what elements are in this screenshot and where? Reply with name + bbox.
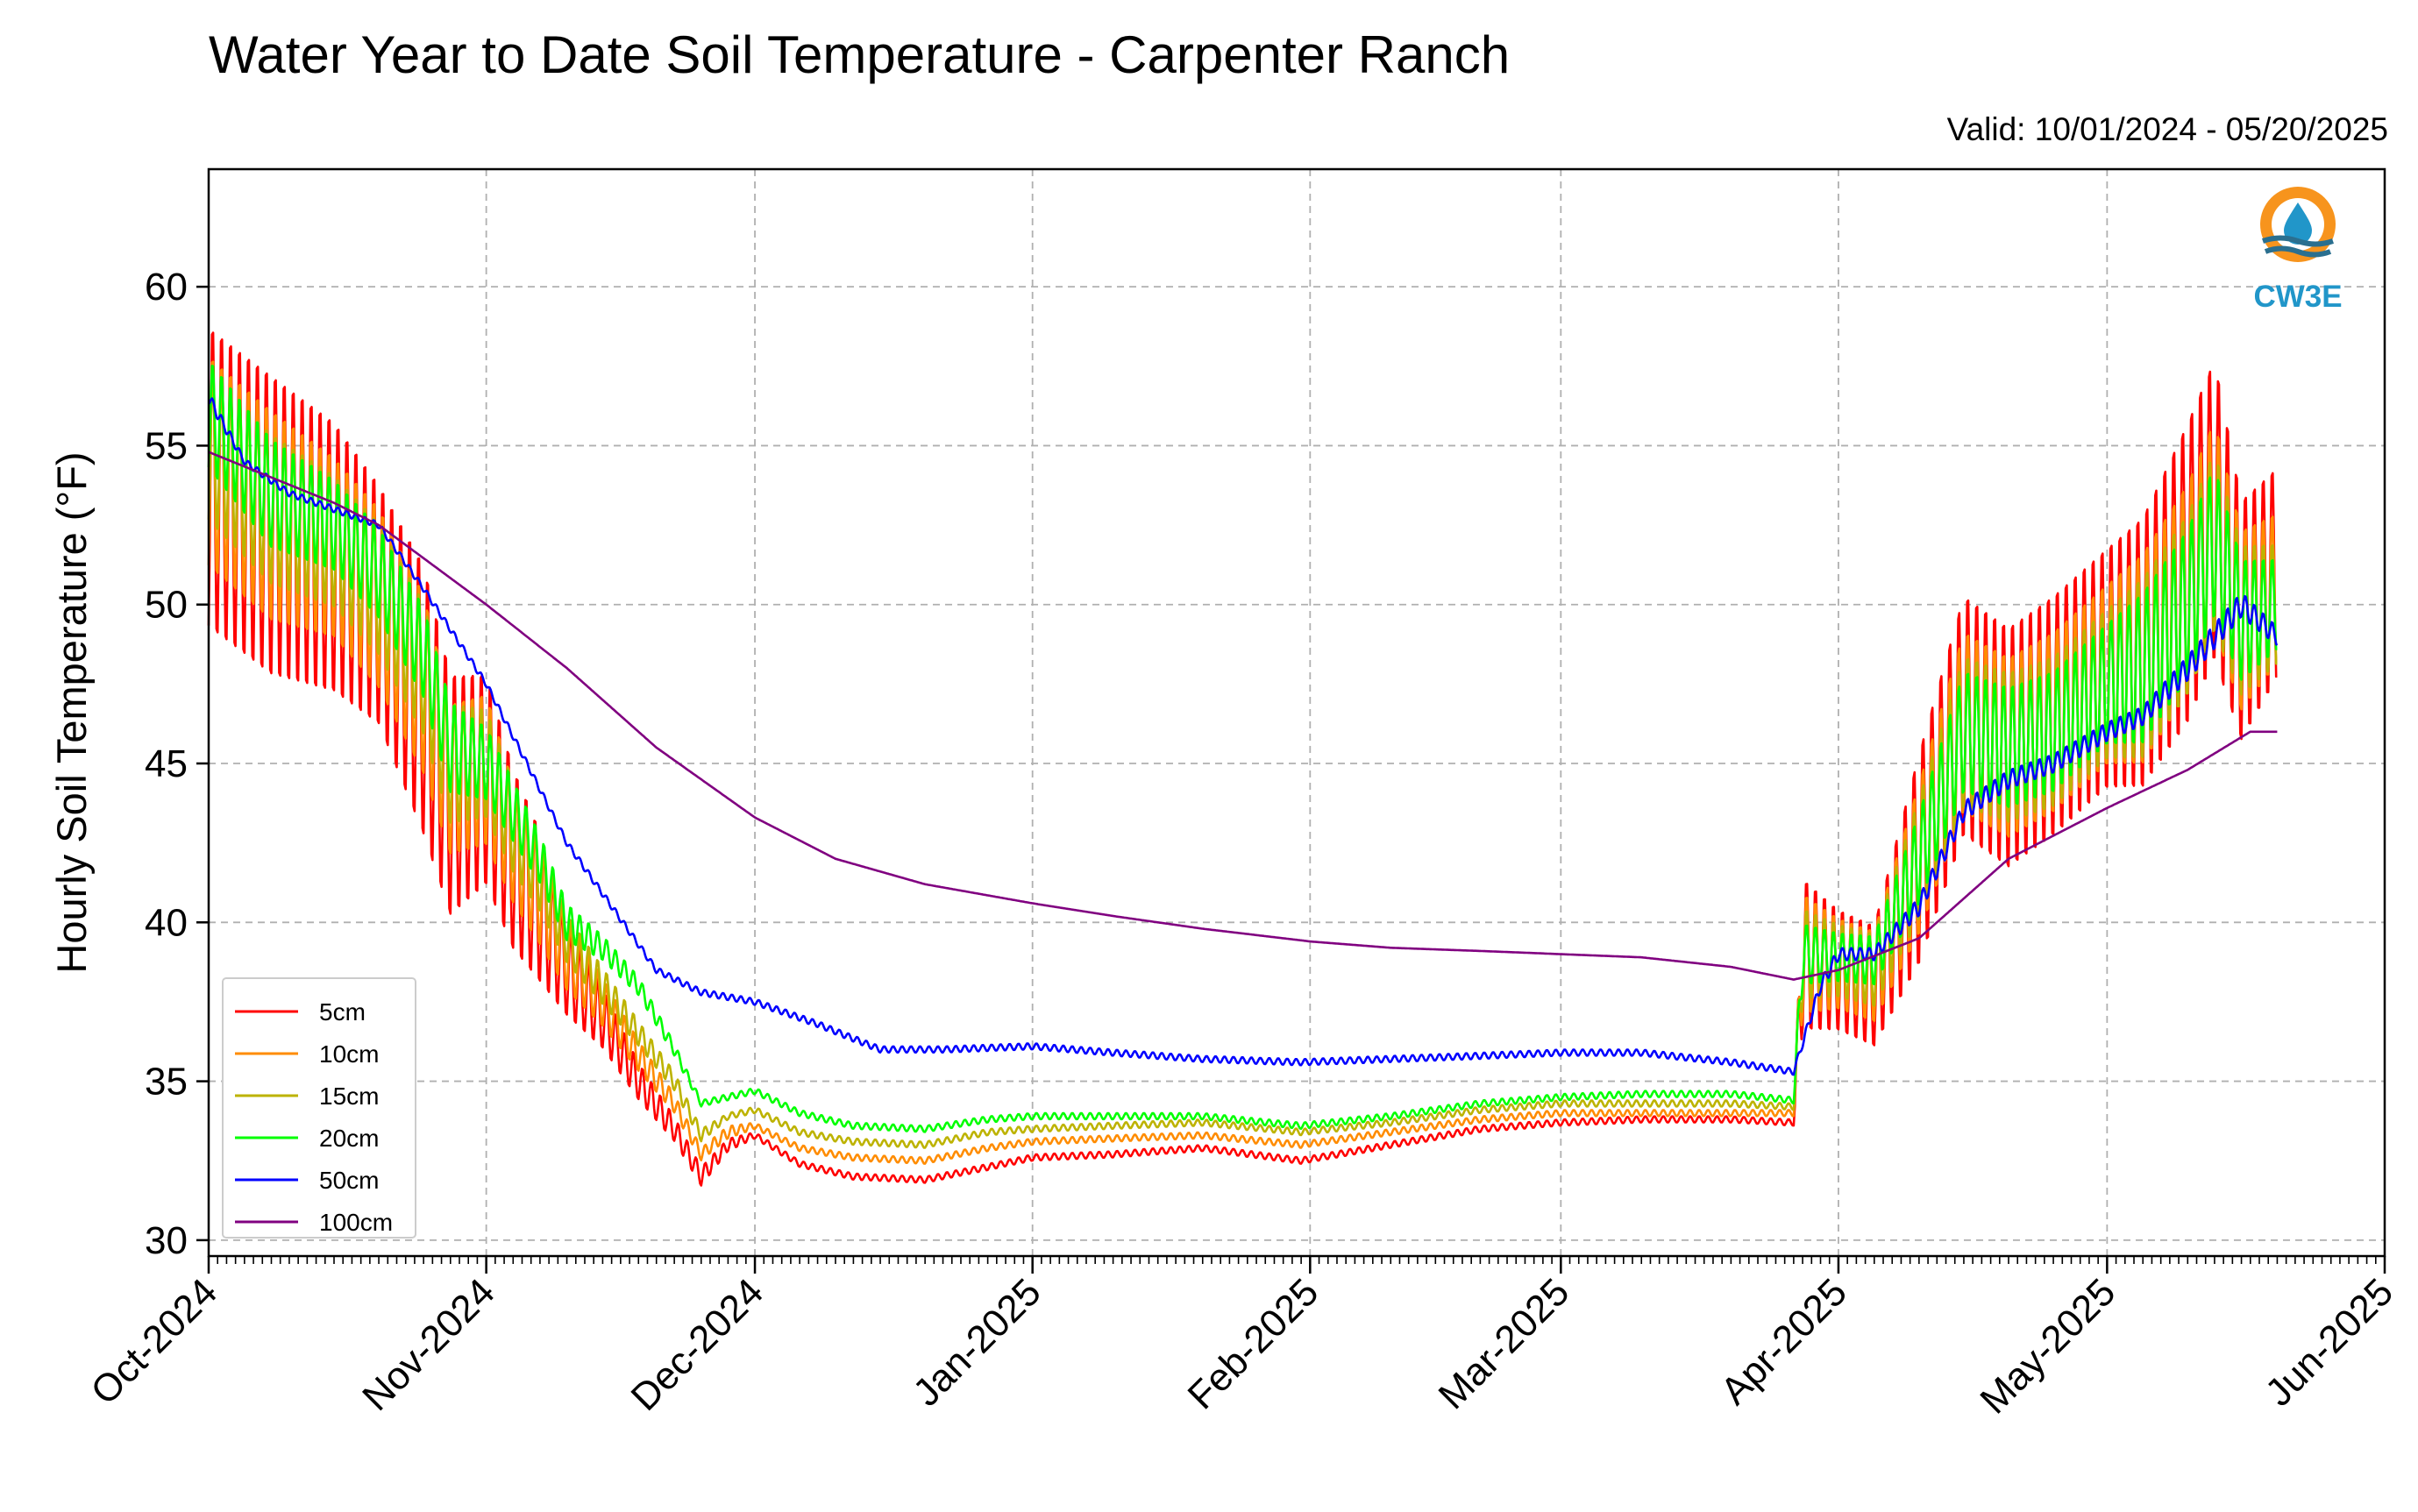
- x-tick-label: Oct-2024: [82, 1270, 225, 1413]
- y-tick-label: 45: [145, 742, 188, 785]
- soil-temperature-chart: 30 35 40 45 50 55 60 Oct-2024 Nov-2024 Dec-2024 J…: [0, 0, 2418, 1512]
- y-tick-label: 55: [145, 424, 188, 467]
- x-tick-label: Dec-2024: [623, 1270, 772, 1419]
- x-tick-label: Apr-2025: [1712, 1270, 1855, 1413]
- x-tick-labels: Oct-2024 Nov-2024 Dec-2024 Jan-2025 Feb-2025…: [82, 1270, 2401, 1422]
- y-tick-label: 35: [145, 1061, 188, 1104]
- legend-label-50cm: 50cm: [319, 1167, 379, 1194]
- y-tick-label: 30: [145, 1219, 188, 1262]
- legend-label-100cm: 100cm: [319, 1209, 393, 1236]
- y-axis-label: Hourly Soil Temperature (°F): [48, 451, 95, 973]
- y-tick-labels: 30 35 40 45 50 55 60: [145, 266, 188, 1262]
- x-tick-label: Nov-2024: [354, 1270, 503, 1419]
- y-tick-label: 50: [145, 584, 188, 627]
- legend-label-20cm: 20cm: [319, 1125, 379, 1152]
- legend-label-15cm: 15cm: [319, 1083, 379, 1110]
- x-tick-label: Feb-2025: [1180, 1270, 1327, 1417]
- legend-label-5cm: 5cm: [319, 998, 366, 1026]
- series-lines: [209, 333, 2277, 1186]
- cw3e-logo: CW3E: [2253, 187, 2342, 314]
- x-tick-label: May-2025: [1972, 1270, 2123, 1422]
- y-tick-label: 60: [145, 266, 188, 309]
- x-tick-label: Jan-2025: [905, 1270, 1049, 1414]
- series-line-50cm: [209, 399, 2277, 1075]
- y-tick-label: 40: [145, 901, 188, 944]
- legend-label-10cm: 10cm: [319, 1040, 379, 1068]
- series-line-15cm: [209, 376, 2277, 1147]
- logo-text: CW3E: [2253, 280, 2342, 314]
- x-tick-label: Jun-2025: [2258, 1270, 2401, 1414]
- x-tick-label: Mar-2025: [1431, 1270, 1578, 1417]
- legend: 5cm 10cm 15cm 20cm 50cm 100cm: [223, 978, 416, 1238]
